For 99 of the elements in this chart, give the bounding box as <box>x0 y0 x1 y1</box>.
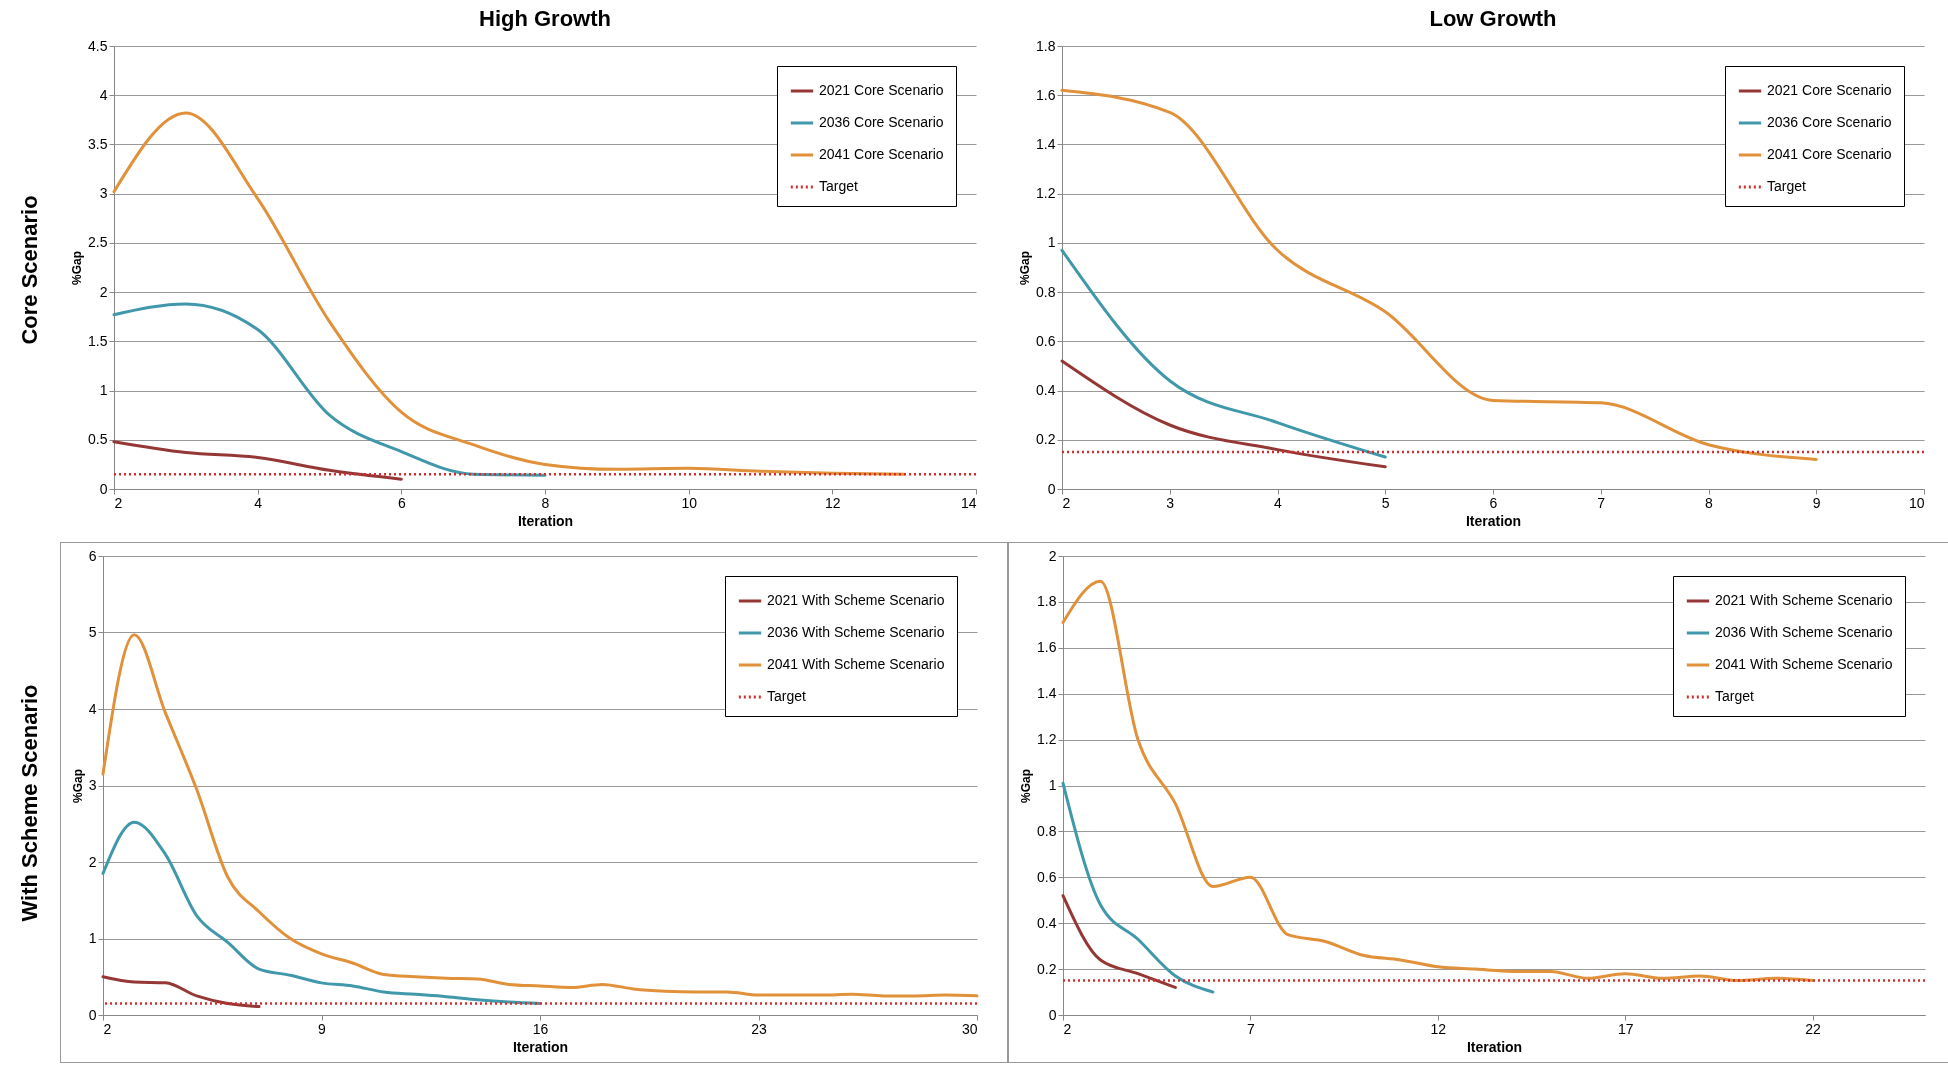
y-tick-label: 1.8 <box>1036 37 1056 54</box>
x-tick-label: 16 <box>532 1020 549 1037</box>
x-tick-label: 12 <box>825 494 841 511</box>
y-tick-label: 0.6 <box>1037 868 1057 885</box>
x-tick-label: 22 <box>1805 1020 1822 1037</box>
y-tick-label: 2 <box>1048 547 1057 564</box>
y-tick-label: 1.2 <box>1036 185 1056 202</box>
y-tick-label: 1.6 <box>1036 86 1056 103</box>
x-axis-title: Iteration <box>512 1038 569 1055</box>
legend-label: 2036 With Scheme Scenario <box>767 624 945 640</box>
line-series <box>112 440 403 481</box>
y-tick-label: 3 <box>99 185 108 202</box>
y-tick-label: 0.2 <box>1037 960 1057 977</box>
legend-label: Target <box>1767 178 1807 194</box>
y-tick-label: 1.5 <box>88 332 108 349</box>
y-tick-label: 2 <box>99 283 108 300</box>
legend-label: Target <box>1715 688 1755 704</box>
line-series <box>112 302 547 477</box>
y-tick-label: 1 <box>99 382 108 399</box>
y-axis-title: %Gap <box>1019 768 1034 804</box>
x-tick-label: 30 <box>961 1020 978 1037</box>
y-tick-label: 1.4 <box>1037 685 1057 702</box>
line-series <box>1061 894 1177 989</box>
chart-title: Low Growth <box>1429 6 1557 31</box>
x-tick-label: 2 <box>1062 494 1071 511</box>
x-tick-label: 12 <box>1430 1020 1447 1037</box>
x-tick-label: 4 <box>1274 494 1283 511</box>
line-series <box>101 820 542 1006</box>
y-tick-label: 1.8 <box>1037 593 1057 610</box>
x-tick-label: 4 <box>254 494 263 511</box>
legend-label: 2041 Core Scenario <box>1767 146 1892 162</box>
y-tick-label: 5 <box>88 624 97 640</box>
y-tick-label: 3.5 <box>88 135 108 152</box>
y-tick-label: 0 <box>88 1006 97 1023</box>
y-tick-label: 1.2 <box>1037 731 1057 748</box>
y-axis-title: %Gap <box>1018 250 1033 286</box>
y-tick-label: 0.2 <box>1036 431 1056 448</box>
y-axis-title: %Gap <box>70 250 85 286</box>
legend-label: Target <box>819 178 859 194</box>
legend-label: 2021 Core Scenario <box>819 82 944 98</box>
x-tick-label: 6 <box>1489 494 1498 511</box>
x-tick-label: 17 <box>1617 1020 1634 1037</box>
y-tick-label: 4 <box>99 86 108 103</box>
x-tick-label: 9 <box>1812 494 1821 511</box>
y-tick-label: 0.4 <box>1036 382 1056 399</box>
legend-label: 2036 With Scheme Scenario <box>1715 624 1893 640</box>
legend-label: 2021 With Scheme Scenario <box>767 592 945 608</box>
x-axis-title: Iteration <box>517 512 574 529</box>
x-tick-label: 6 <box>397 494 406 511</box>
y-tick-label: 2 <box>88 853 97 870</box>
y-tick-label: 1.6 <box>1037 639 1057 656</box>
legend-label: 2041 With Scheme Scenario <box>767 656 945 672</box>
line-series <box>1060 248 1387 459</box>
legend-label: 2041 Core Scenario <box>819 146 944 162</box>
x-tick-label: 9 <box>318 1020 327 1037</box>
x-axis-title: Iteration <box>1466 1038 1523 1055</box>
text: With Scheme Scenario <box>17 684 43 921</box>
y-tick-label: 0.5 <box>88 431 108 448</box>
y-tick-label: 0.6 <box>1036 332 1056 349</box>
y-tick-label: 0.4 <box>1037 914 1057 931</box>
legend-label: 2021 Core Scenario <box>1767 82 1892 98</box>
y-tick-label: 0 <box>1047 480 1056 497</box>
legend-label: 2036 Core Scenario <box>1767 114 1892 130</box>
y-tick-label: 0.8 <box>1036 283 1056 300</box>
y-tick-label: 1 <box>1048 777 1057 793</box>
x-tick-label: 2 <box>114 494 123 511</box>
line-series <box>1061 781 1215 994</box>
x-tick-label: 23 <box>751 1020 767 1037</box>
y-tick-label: 4 <box>88 700 97 717</box>
y-tick-label: 0 <box>99 480 108 497</box>
x-tick-label: 3 <box>1166 494 1175 511</box>
x-tick-label: 7 <box>1597 494 1606 511</box>
y-tick-label: 0.8 <box>1037 822 1057 839</box>
y-tick-label: 4.5 <box>88 37 108 54</box>
chart-title: High Growth <box>479 6 611 31</box>
y-tick-label: 6 <box>88 547 97 564</box>
x-tick-label: 8 <box>1705 494 1714 511</box>
y-tick-label: 1.4 <box>1036 135 1056 152</box>
y-tick-label: 1 <box>88 930 97 946</box>
y-axis-title: %Gap <box>70 768 85 804</box>
x-tick-label: 8 <box>541 494 550 511</box>
line-series <box>1060 359 1387 469</box>
x-axis-title: Iteration <box>1465 512 1522 529</box>
y-tick-label: 3 <box>88 777 97 793</box>
legend-label: Target <box>767 688 807 704</box>
x-tick-label: 10 <box>681 494 698 511</box>
y-tick-label: 2.5 <box>88 234 108 251</box>
legend-label: 2036 Core Scenario <box>819 114 944 130</box>
x-tick-label: 2 <box>1063 1020 1072 1037</box>
x-tick-label: 10 <box>1908 494 1925 511</box>
x-tick-label: 14 <box>960 494 977 511</box>
line-series <box>101 975 261 1009</box>
legend-label: 2041 With Scheme Scenario <box>1715 656 1893 672</box>
y-tick-label: 1 <box>1047 234 1056 251</box>
text: Core Scenario <box>17 195 43 345</box>
x-tick-label: 5 <box>1381 494 1390 511</box>
legend-label: 2021 With Scheme Scenario <box>1715 592 1893 608</box>
x-tick-label: 7 <box>1246 1020 1255 1037</box>
y-tick-label: 0 <box>1048 1006 1057 1023</box>
